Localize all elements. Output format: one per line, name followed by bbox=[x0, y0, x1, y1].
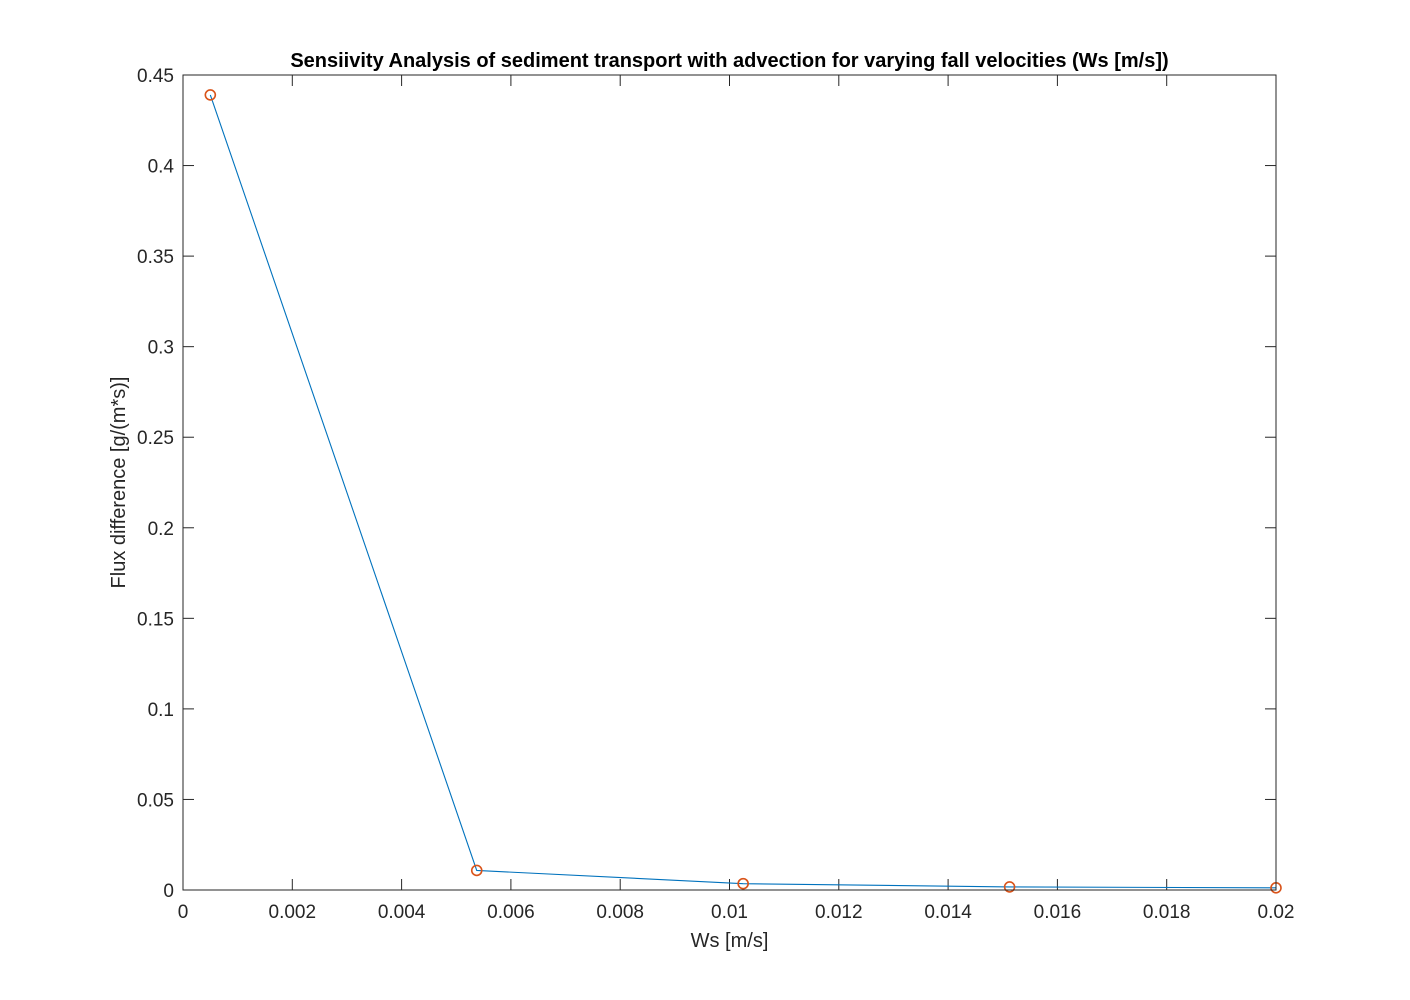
data-point-marker bbox=[470, 864, 483, 877]
x-tick-label: 0.014 bbox=[924, 902, 972, 923]
ticks-layer: 0 0.002 0.004 0.006 0.008 0.01 0.012 0.014 0.016… bbox=[137, 66, 1294, 923]
x-tick-label: 0.018 bbox=[1143, 902, 1191, 923]
y-tick-label: 0.15 bbox=[137, 609, 174, 630]
series-line bbox=[209, 94, 1277, 889]
y-tick-label: 0.4 bbox=[148, 157, 175, 178]
x-tick-label: 0.006 bbox=[487, 902, 535, 923]
plot-area bbox=[183, 75, 1276, 890]
y-tick-label: 0.1 bbox=[148, 700, 174, 721]
x-tick-label: 0.004 bbox=[378, 902, 426, 923]
y-tick-label: 0.45 bbox=[137, 66, 174, 87]
y-axis-label: Flux difference [g/(m*s)] bbox=[108, 377, 130, 589]
data-point-marker bbox=[737, 877, 749, 890]
axes-box bbox=[182, 74, 1277, 891]
y-tick-label: 0.35 bbox=[137, 247, 174, 268]
y-tick-label: 0 bbox=[163, 881, 174, 902]
x-tick-label: 0.016 bbox=[1034, 902, 1082, 923]
y-tick-label: 0.25 bbox=[137, 428, 174, 449]
x-tick-label: 0.002 bbox=[269, 902, 317, 923]
data-point-marker bbox=[1003, 881, 1016, 893]
y-tick-label: 0.05 bbox=[137, 790, 174, 811]
axes-frame bbox=[182, 74, 1277, 891]
series-layer bbox=[204, 89, 1282, 894]
x-tick-label: 0.012 bbox=[815, 902, 863, 923]
y-tick-label: 0.3 bbox=[148, 338, 174, 359]
x-axis-label: Ws [m/s] bbox=[691, 930, 769, 952]
y-tick-label: 0.2 bbox=[148, 519, 174, 540]
data-point-marker bbox=[204, 89, 217, 101]
x-tick-label: 0.02 bbox=[1258, 902, 1295, 923]
x-tick-label: 0 bbox=[178, 902, 189, 923]
x-tick-label: 0.01 bbox=[711, 902, 748, 923]
chart-title: Sensiivity Analysis of sediment transpor… bbox=[290, 50, 1168, 72]
x-tick-label: 0.008 bbox=[596, 902, 644, 923]
